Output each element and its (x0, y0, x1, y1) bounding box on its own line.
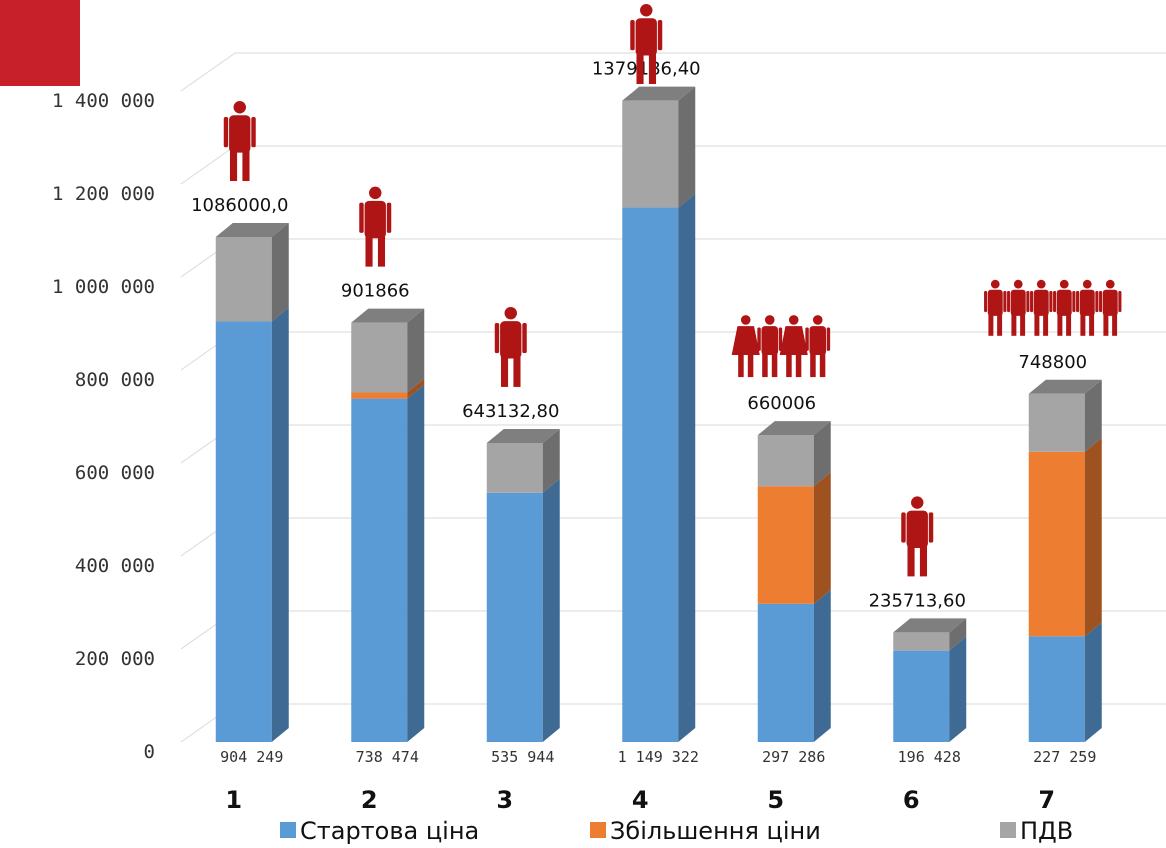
bar-increase-2 (351, 392, 408, 399)
bar-start-5 (757, 603, 814, 742)
base-value-label-4: 1 149 322 (618, 748, 699, 766)
bar-side-vat-5 (813, 421, 831, 487)
people-group-icon-7 (984, 279, 1122, 336)
bar-increase-7 (1028, 451, 1085, 637)
category-label-3: 3 (496, 786, 513, 814)
bar-increase-5 (757, 486, 814, 604)
labels: 904 249 1086000,0 738 474 901866 535 944 6431… (191, 59, 1096, 766)
bar-vat-2 (351, 322, 408, 393)
base-value-label-6: 196 428 (898, 748, 961, 766)
person-icon-3 (494, 306, 527, 387)
base-value-label-3: 535 944 (491, 748, 554, 766)
category-label-7: 7 (1038, 786, 1055, 814)
legend-label-vat: ПДВ (1020, 817, 1073, 845)
bar-top-6 (893, 618, 967, 633)
bar-side-increase-2 (407, 378, 425, 399)
legend: Стартова ціна Збільшення ціни ПДВ (280, 817, 1073, 845)
bar-top-4 (622, 86, 696, 101)
total-value-label-7: 748800 (1018, 352, 1087, 373)
category-label-6: 6 (903, 786, 920, 814)
category-label-2: 2 (361, 786, 378, 814)
bar-top-1 (215, 223, 289, 238)
bar-side-start-7 (1084, 622, 1102, 742)
total-value-label-1: 1086000,0 (191, 195, 288, 216)
y-tick-label: 400 000 (75, 555, 155, 577)
bar-side-vat-1 (271, 223, 289, 322)
bar-side-start-4 (678, 193, 696, 742)
category-labels: 1 2 3 4 5 6 7 (225, 786, 1055, 814)
grid-diag (180, 145, 236, 185)
bar-side-vat-3 (542, 428, 560, 493)
bar-vat-1 (215, 237, 272, 322)
bar-side-vat-2 (407, 308, 425, 393)
category-label-4: 4 (632, 786, 649, 814)
total-value-label-5: 660006 (747, 393, 816, 414)
y-axis-ticks: 0 200 000 400 000 600 000 800 000 1 000 000 1 … (52, 90, 155, 763)
person-icon-1 (223, 101, 256, 182)
y-tick-label: 200 000 (75, 648, 155, 670)
bar-side-start-3 (542, 478, 560, 742)
y-tick-label: 1 200 000 (52, 183, 155, 205)
y-tick-label: 1 000 000 (52, 276, 155, 298)
bar-side-increase-7 (1084, 437, 1102, 637)
base-value-label-7: 227 259 (1033, 748, 1096, 766)
bar-side-start-5 (813, 589, 831, 742)
bar-start-7 (1028, 636, 1085, 742)
base-value-label-2: 738 474 (356, 748, 419, 766)
bar-start-2 (351, 398, 408, 742)
person-icon-2 (359, 186, 392, 267)
bar-vat-5 (757, 435, 814, 487)
people-group-icon-5 (731, 315, 831, 378)
base-value-label-5: 297 286 (762, 748, 825, 766)
legend-label-increase: Збільшення ціни (610, 817, 821, 845)
bar-side-vat-7 (1084, 379, 1102, 452)
legend-swatch-increase (590, 822, 606, 838)
legend-swatch-start (280, 822, 296, 838)
person-icon-4 (630, 4, 663, 84)
legend-swatch-vat (1000, 822, 1016, 838)
category-label-1: 1 (225, 786, 242, 814)
bar-vat-6 (893, 632, 950, 651)
bar-start-6 (893, 650, 950, 742)
bar-side-vat-6 (949, 618, 967, 651)
bar-top-3 (486, 428, 560, 443)
y-tick-label: 0 (144, 741, 155, 763)
people-icons (223, 4, 1122, 577)
total-value-label-6: 235713,60 (869, 590, 966, 611)
bar-top-7 (1028, 379, 1102, 394)
bar-start-4 (622, 207, 679, 742)
base-value-label-1: 904 249 (220, 748, 283, 766)
total-value-label-4: 1379186,40 (592, 59, 701, 80)
bar-vat-7 (1028, 393, 1085, 452)
y-tick-label: 1 400 000 (52, 90, 155, 112)
grid-diag (180, 52, 236, 92)
bar-vat-3 (486, 442, 543, 493)
bar-side-start-1 (271, 307, 289, 742)
bars (215, 86, 1102, 742)
bar-side-increase-5 (813, 472, 831, 604)
bar-start-3 (486, 492, 543, 742)
legend-label-start: Стартова ціна (300, 817, 479, 845)
bar-side-start-6 (949, 636, 967, 742)
bar-vat-4 (622, 100, 679, 208)
y-tick-label: 800 000 (75, 369, 155, 391)
person-icon-6 (901, 496, 934, 577)
bar-top-5 (757, 421, 831, 436)
bar-top-2 (351, 308, 425, 323)
total-value-label-3: 643132,80 (462, 401, 559, 422)
category-label-5: 5 (767, 786, 784, 814)
bar-side-start-2 (407, 384, 425, 742)
total-value-label-2: 901866 (341, 281, 410, 302)
bar-start-1 (215, 321, 272, 742)
bar-side-vat-4 (678, 86, 696, 208)
y-tick-label: 600 000 (75, 462, 155, 484)
logo-corner (0, 0, 80, 86)
